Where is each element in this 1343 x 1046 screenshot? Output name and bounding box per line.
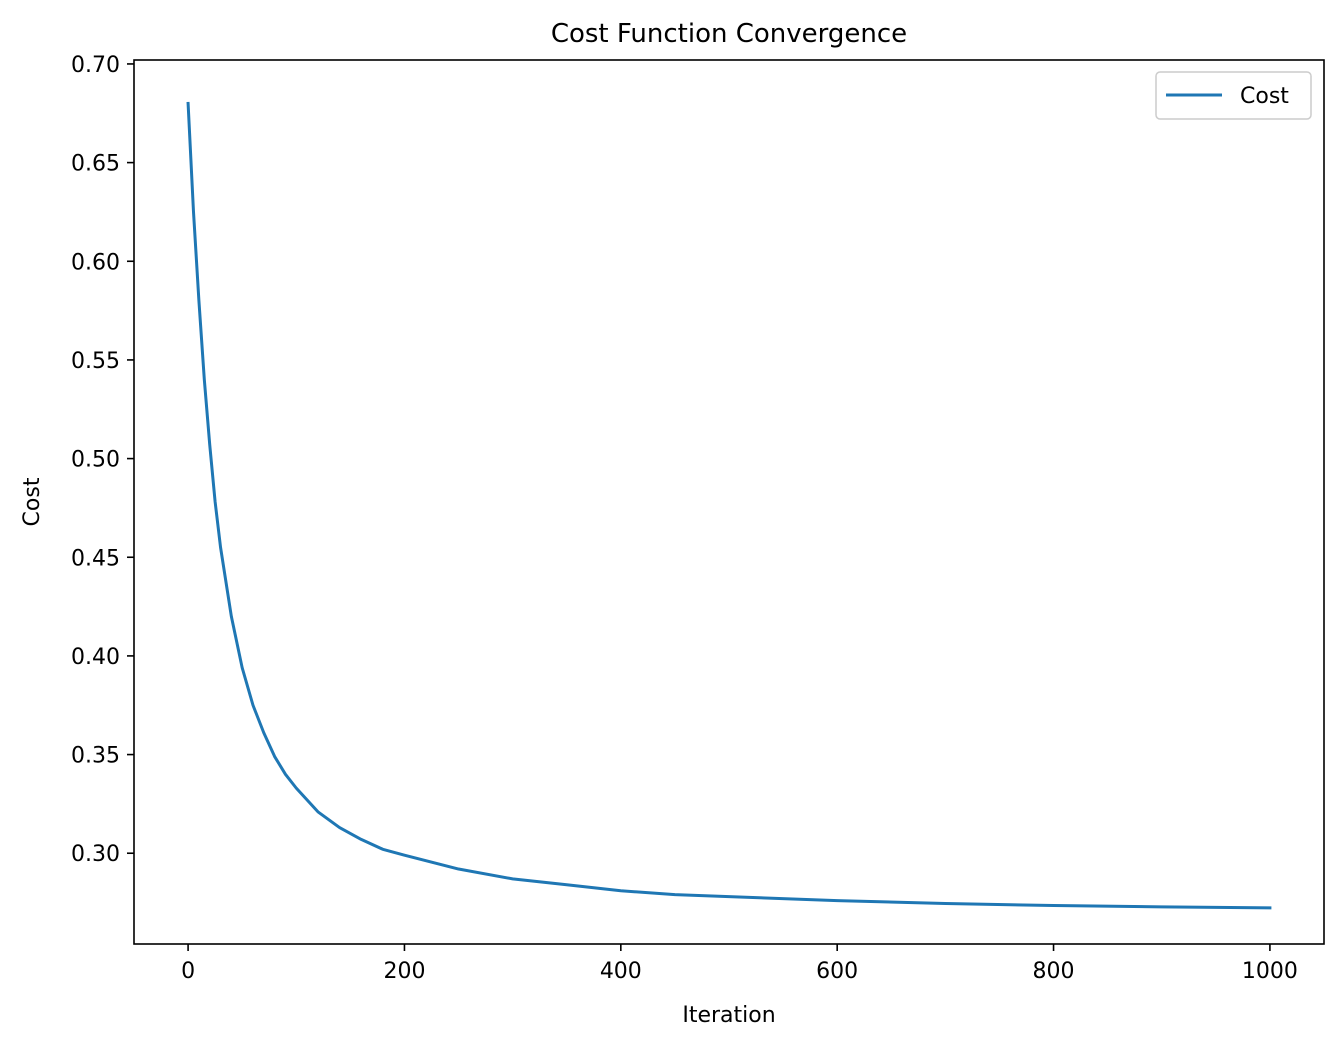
x-tick-label: 400 (600, 959, 642, 984)
chart-title: Cost Function Convergence (551, 19, 907, 49)
series-line-0 (186, 101, 1272, 910)
x-axis-ticks: 0 200 400 600 800 1000 (181, 944, 1298, 984)
legend-label: Cost (1240, 84, 1289, 109)
x-axis-label: Iteration (682, 1003, 775, 1028)
y-tick-label: 0.30 (71, 842, 120, 867)
y-tick-label: 0.55 (71, 349, 120, 374)
x-tick-label: 600 (816, 959, 858, 984)
x-tick-label: 0 (181, 959, 195, 984)
y-tick-label: 0.45 (71, 546, 120, 571)
y-tick-label: 0.65 (71, 152, 120, 177)
plot-frame (133, 59, 1325, 945)
y-tick-label: 0.40 (71, 645, 120, 670)
y-tick-label: 0.50 (71, 448, 120, 473)
y-tick-label: 0.60 (71, 250, 120, 275)
plot-area (133, 59, 1325, 945)
y-axis-ticks: 0.30 0.35 0.40 0.45 0.50 0.55 0.60 0.65 0.70 (71, 53, 134, 867)
legend-box (1155, 71, 1312, 120)
x-tick-label: 1000 (1242, 959, 1298, 984)
y-tick-label: 0.70 (71, 53, 120, 78)
legend: Cost (1155, 71, 1312, 120)
y-tick-label: 0.35 (71, 744, 120, 769)
x-tick-label: 200 (383, 959, 425, 984)
y-axis-label: Cost (20, 477, 45, 526)
x-tick-label: 800 (1033, 959, 1075, 984)
